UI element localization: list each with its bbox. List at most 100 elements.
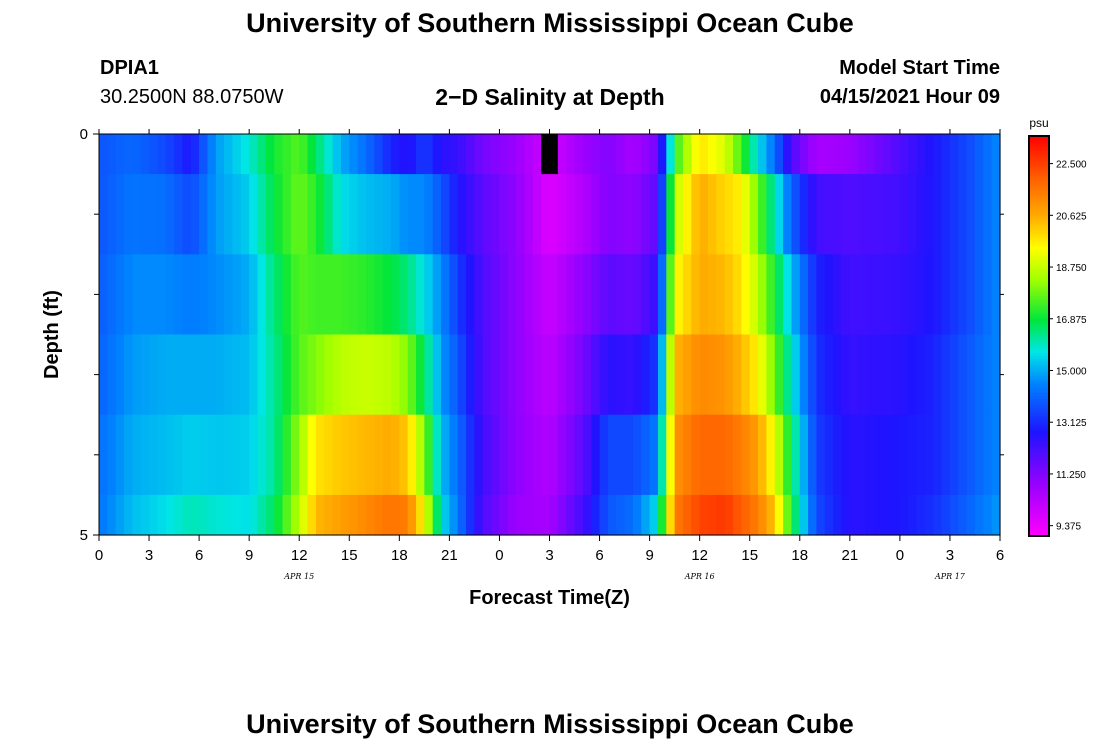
x-tick-label: 18 — [791, 547, 808, 564]
heatmap-cell — [240, 414, 250, 496]
heatmap-cell — [924, 414, 934, 496]
heatmap-cell — [908, 334, 918, 416]
heatmap-cell — [741, 494, 751, 536]
heatmap-cell — [858, 174, 868, 255]
heatmap-cell — [749, 414, 759, 496]
heatmap-cell — [983, 134, 993, 175]
heatmap-cell — [299, 174, 309, 255]
heatmap-cell — [107, 254, 117, 336]
heatmap-cell — [858, 494, 868, 536]
colorbar-segment — [1029, 228, 1049, 232]
heatmap-cell — [758, 494, 767, 536]
heatmap-cell — [357, 134, 367, 175]
heatmap-cell — [365, 494, 375, 536]
heatmap-cell — [599, 334, 609, 416]
heatmap-cell — [657, 414, 667, 496]
heatmap-cell — [382, 134, 392, 175]
heatmap-cell — [349, 334, 359, 416]
heatmap-cell — [240, 254, 250, 336]
heatmap-cell — [249, 494, 259, 536]
heatmap-cell — [441, 334, 450, 416]
heatmap-cell — [374, 494, 384, 536]
x-tick-label: 0 — [495, 547, 503, 564]
heatmap-cell — [466, 174, 476, 255]
x-axis-label: Forecast Time(Z) — [469, 587, 630, 609]
day-label: APR 16 — [684, 572, 715, 581]
heatmap-cell — [466, 494, 476, 536]
heatmap-cell — [641, 334, 651, 416]
colorbar-segment — [1029, 211, 1049, 215]
heatmap-cell — [849, 174, 859, 255]
heatmap-cell — [274, 334, 284, 416]
heatmap-cell — [791, 414, 801, 496]
heatmap-cell — [891, 494, 901, 536]
heatmap-cell — [966, 174, 976, 255]
heatmap-cell — [365, 174, 375, 255]
heatmap-cell — [649, 494, 659, 536]
heatmap-cell — [883, 134, 893, 175]
colorbar-segment — [1029, 323, 1049, 327]
heatmap-cell — [340, 174, 350, 255]
heatmap-cell — [766, 254, 776, 336]
heatmap-cell — [607, 334, 617, 416]
heatmap-cell — [457, 334, 467, 416]
heatmap-cell — [624, 174, 634, 255]
heatmap-cell — [549, 254, 559, 336]
heatmap-cell — [816, 134, 826, 175]
colorbar-segment — [1029, 333, 1049, 337]
heatmap-cell — [474, 134, 484, 175]
colorbar-segment — [1029, 398, 1049, 402]
heatmap-cell — [916, 494, 926, 536]
heatmap-cell — [991, 494, 1001, 536]
heatmap-cell — [624, 334, 634, 416]
heatmap-cell — [174, 494, 184, 536]
heatmap-cell — [274, 254, 284, 336]
heatmap-cell — [741, 334, 751, 416]
heatmap-cell — [599, 134, 609, 175]
heatmap-cell — [482, 134, 492, 175]
heatmap-cell — [265, 134, 275, 175]
heatmap-cell — [541, 334, 551, 416]
heatmap-cell — [257, 174, 267, 255]
heatmap-cell — [340, 494, 350, 536]
heatmap-cell — [307, 334, 317, 416]
heatmap-cell — [941, 254, 951, 336]
heatmap-cell — [933, 254, 943, 336]
heatmap-cell — [249, 254, 259, 336]
heatmap-cell — [482, 494, 492, 536]
heatmap-cell — [949, 334, 959, 416]
colorbar-segment — [1029, 493, 1049, 497]
heatmap-cell — [349, 494, 359, 536]
heatmap-cell — [749, 174, 759, 255]
heatmap-cell — [758, 414, 767, 496]
heatmap-cell — [491, 414, 501, 496]
colorbar-segment — [1029, 418, 1049, 422]
heatmap-cell — [340, 414, 350, 496]
heatmap-cell — [816, 334, 826, 416]
heatmap-cell — [516, 174, 526, 255]
colorbar-tick-label: 15.000 — [1056, 366, 1087, 377]
colorbar-segment — [1029, 181, 1049, 185]
heatmap-cell — [282, 174, 292, 255]
colorbar-segment — [1029, 198, 1049, 202]
heatmap-cell — [574, 414, 584, 496]
colorbar-segment — [1029, 221, 1049, 225]
heatmap-cell — [874, 414, 884, 496]
heatmap-cell — [324, 174, 334, 255]
heatmap-cell — [299, 134, 309, 175]
colorbar-segment — [1029, 176, 1049, 180]
colorbar-segment — [1029, 483, 1049, 487]
heatmap-cell — [749, 254, 759, 336]
heatmap-cell — [691, 334, 701, 416]
heatmap-cell — [115, 254, 125, 336]
heatmap-cell — [290, 334, 300, 416]
colorbar-segment — [1029, 253, 1049, 257]
heatmap-cell — [616, 414, 626, 496]
heatmap-cell — [124, 414, 133, 496]
heatmap-cell — [566, 254, 576, 336]
heatmap-cell — [557, 414, 567, 496]
heatmap-cell — [724, 254, 734, 336]
heatmap-cell — [641, 494, 651, 536]
colorbar-segment — [1029, 306, 1049, 310]
heatmap-cell — [899, 494, 909, 536]
